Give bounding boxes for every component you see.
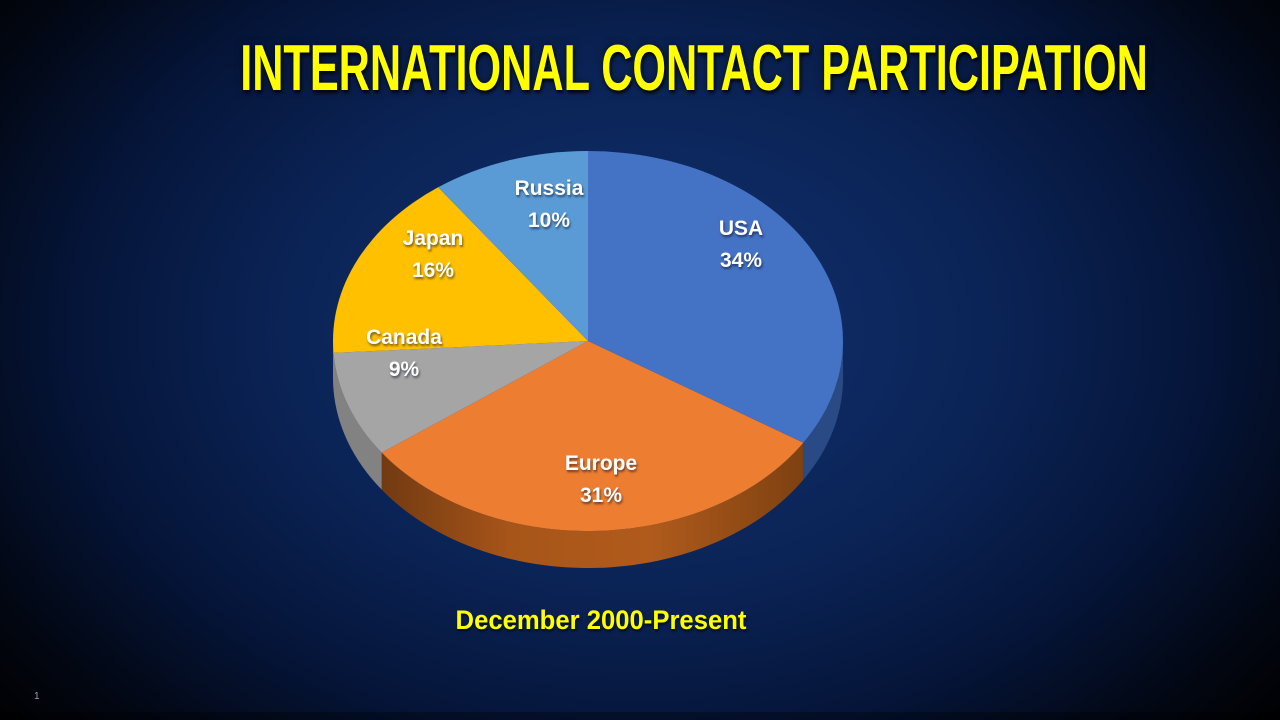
slide-canvas: INTERNATIONAL CONTACT PARTICIPATION USA3… bbox=[0, 0, 1280, 720]
bottom-edge-shade bbox=[0, 712, 1280, 720]
pie-top bbox=[333, 151, 843, 531]
slide-number: 1 bbox=[34, 691, 40, 702]
slide-caption: December 2000-Present bbox=[30, 604, 1172, 637]
